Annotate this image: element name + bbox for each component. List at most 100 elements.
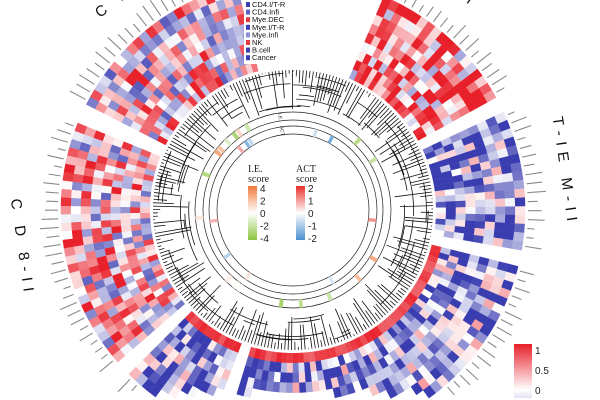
heatmap-cell	[126, 42, 140, 56]
heatmap-cell	[463, 179, 475, 188]
heatmap-cell	[135, 330, 148, 343]
heatmap-cell	[470, 300, 483, 313]
heatmap-cell	[133, 114, 146, 126]
gene-label	[142, 5, 155, 22]
heatmap-cell	[444, 224, 456, 233]
heatmap-cell	[451, 344, 465, 358]
gene-label	[453, 24, 467, 39]
heatmap-cell	[454, 264, 467, 274]
heatmap-cell	[71, 130, 85, 143]
heatmap-cell	[154, 70, 167, 84]
heatmap-cell	[358, 73, 369, 86]
heatmap-cell	[465, 207, 476, 215]
heatmap-cell	[466, 149, 479, 160]
heatmap-cell	[377, 74, 389, 86]
heatmap-cell	[367, 56, 378, 69]
heatmap-cell	[324, 378, 333, 390]
heatmap-cell	[489, 283, 502, 296]
heatmap-cell	[212, 354, 224, 367]
gene-label	[526, 236, 534, 239]
heatmap-cell	[435, 207, 447, 214]
heatmap-cell	[442, 309, 455, 322]
track-cell	[236, 283, 244, 293]
heatmap-cell	[445, 201, 457, 208]
heatmap-cell	[502, 172, 514, 183]
heatmap-cell	[353, 71, 364, 83]
gene-label	[136, 12, 148, 27]
heatmap-cell	[139, 262, 152, 272]
heatmap-cell	[377, 357, 389, 370]
heatmap-cell	[441, 293, 454, 305]
heatmap-cell	[455, 193, 466, 202]
heatmap-cell	[149, 75, 162, 89]
heatmap-cell	[492, 237, 504, 248]
gene-label	[59, 301, 78, 311]
heatmap-cell	[433, 184, 445, 192]
heatmap-cell	[465, 213, 476, 222]
heatmap-cell	[179, 103, 191, 115]
heatmap-cell	[229, 15, 240, 28]
heatmap-cell	[363, 343, 374, 355]
heatmap-cell	[388, 57, 400, 70]
heatmap-cell	[182, 99, 195, 111]
heatmap-cell	[445, 86, 459, 99]
heatmap-cell	[491, 276, 505, 288]
heatmap-cell	[154, 376, 168, 390]
heatmap-cell	[78, 267, 92, 279]
heatmap-cell	[97, 310, 111, 323]
heatmap-cell	[103, 67, 118, 81]
gene-label	[100, 353, 108, 360]
heatmap-cell	[159, 130, 171, 141]
heatmap-cell	[391, 84, 403, 97]
heatmap-cell	[220, 368, 232, 381]
heatmap-cell	[92, 322, 106, 336]
heatmap-cell	[76, 149, 89, 161]
track-cell	[353, 273, 363, 283]
heatmap-cell	[222, 336, 232, 349]
heatmap-cell	[119, 343, 133, 356]
legend-colorbar	[296, 186, 305, 240]
heatmap-cell	[456, 338, 471, 352]
heatmap-cell	[218, 8, 230, 21]
heatmap-cell	[211, 10, 223, 24]
heatmap-cell	[201, 348, 213, 361]
legend-subtitle: score	[248, 174, 270, 185]
heatmap-cell	[107, 259, 120, 270]
heatmap-cell	[461, 296, 475, 308]
heatmap-cell	[102, 275, 115, 287]
heatmap-cell	[433, 104, 447, 116]
heatmap-cell	[479, 160, 492, 171]
heatmap-cell	[230, 57, 240, 69]
heatmap-cell	[158, 15, 172, 29]
heatmap-cell	[93, 130, 106, 142]
heatmap-cell	[133, 240, 145, 249]
gene-label	[500, 318, 513, 326]
heatmap-cell	[463, 142, 476, 153]
heatmap-cell	[384, 315, 396, 328]
heatmap-cell	[107, 80, 121, 94]
heatmap-cell	[411, 357, 424, 370]
heatmap-cell	[132, 177, 144, 186]
heatmap-cell	[145, 38, 158, 52]
heatmap-cell	[164, 23, 178, 37]
heatmap-cell	[129, 201, 141, 208]
heatmap-cell	[374, 26, 386, 39]
heatmap-cell	[292, 372, 300, 383]
gene-label	[171, 0, 177, 7]
heatmap-cell	[101, 185, 112, 194]
heatmap-cell	[175, 40, 188, 53]
heatmap-cell	[396, 104, 408, 116]
gene-label	[41, 218, 59, 220]
heatmap-cell	[434, 224, 446, 231]
track-cell	[223, 252, 232, 260]
heatmap-cell	[432, 178, 445, 187]
heatmap-cell	[130, 325, 144, 338]
heatmap-cell	[386, 327, 398, 339]
heatmap-cell	[370, 35, 382, 48]
heatmap-cell	[102, 133, 115, 145]
heatmap-cell	[375, 380, 387, 394]
heatmap-cell	[248, 346, 257, 359]
heatmap-cell	[447, 363, 462, 377]
heatmap-cell	[441, 170, 453, 179]
